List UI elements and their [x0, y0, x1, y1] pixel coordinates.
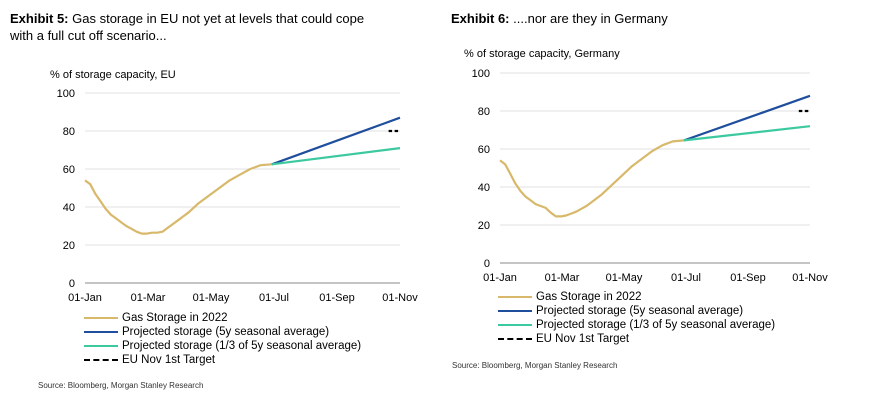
y-tick-label: 40 [63, 202, 75, 214]
x-tick-label: 01-Jan [68, 292, 102, 304]
legend-item-target: EU Nov 1st Target [84, 353, 361, 367]
series-line [499, 139, 685, 218]
exhibit-label: Exhibit 5: [10, 11, 69, 26]
x-tick-label: 01-Sep [730, 272, 765, 284]
legend-swatch [498, 310, 532, 312]
y-tick-label: 40 [478, 182, 490, 194]
source-note: Source: Bloomberg, Morgan Stanley Resear… [38, 381, 204, 390]
legend-swatch [498, 324, 532, 326]
legend-label: EU Nov 1st Target [122, 354, 216, 366]
legend-item-gas-storage: Gas Storage in 2022 [498, 290, 775, 304]
legend-label: EU Nov 1st Target [536, 333, 630, 345]
title-text: Gas storage in EU not yet at levels that… [10, 11, 365, 43]
y-tick-label: 0 [484, 258, 490, 270]
source-note: Source: Bloomberg, Morgan Stanley Resear… [452, 361, 618, 370]
legend-item-projected-third: Projected storage (1/3 of 5y seasonal av… [84, 339, 361, 353]
legend-label: Projected storage (1/3 of 5y seasonal av… [122, 340, 362, 352]
legend-swatch [498, 296, 532, 298]
legend-item-projected-5y: Projected storage (5y seasonal average) [498, 304, 775, 318]
line-chart: 0 20 40 60 80 100 01-Jan 01-Mar 01-May 01-Jul 01-S… [472, 68, 829, 284]
series-line [84, 163, 272, 235]
legend-label: Gas Storage in 2022 [122, 312, 228, 324]
series-line [271, 147, 401, 166]
x-tick-label: 01-May [193, 292, 230, 304]
legend-item-projected-5y: Projected storage (5y seasonal average) [84, 325, 361, 339]
x-tick-label: 01-Nov [792, 272, 828, 284]
legend-swatch [84, 317, 118, 319]
y-tick-label: 100 [472, 68, 490, 80]
title-text: ....nor are they in Germany [513, 11, 668, 26]
series-line [683, 94, 811, 142]
legend: Gas Storage in 2022 Projected storage (5… [84, 311, 361, 367]
x-tick-label: 01-Jul [259, 292, 289, 304]
exhibit-label: Exhibit 6: [451, 11, 510, 26]
chart-title: Exhibit 5: Gas storage in EU not yet at … [10, 10, 370, 44]
legend-item-projected-third: Projected storage (1/3 of 5y seasonal av… [498, 318, 775, 332]
legend-label: Projected storage (5y seasonal average) [536, 305, 744, 317]
series-line [683, 125, 811, 142]
y-tick-label: 80 [63, 126, 75, 138]
exhibit-6: Exhibit 6: ....nor are they in Germany %… [445, 0, 869, 404]
x-tick-label: 01-Sep [319, 292, 354, 304]
legend-item-target: EU Nov 1st Target [498, 332, 775, 346]
legend-swatch [84, 331, 118, 333]
series-line [271, 116, 401, 166]
x-tick-label: 01-Mar [545, 272, 580, 284]
y-tick-label: 20 [63, 240, 75, 252]
legend-label: Projected storage (1/3 of 5y seasonal av… [536, 319, 776, 331]
x-tick-label: 01-May [606, 272, 643, 284]
x-tick-label: 01-Nov [382, 292, 418, 304]
y-tick-label: 100 [57, 88, 75, 100]
y-tick-label: 60 [478, 144, 490, 156]
legend-label: Projected storage (5y seasonal average) [122, 326, 330, 338]
legend-swatch [498, 338, 532, 340]
y-tick-label: 0 [69, 278, 75, 290]
exhibit-5: Exhibit 5: Gas storage in EU not yet at … [0, 0, 430, 404]
legend-item-gas-storage: Gas Storage in 2022 [84, 311, 361, 325]
chart-title: Exhibit 6: ....nor are they in Germany [451, 10, 831, 27]
x-tick-label: 01-Mar [131, 292, 166, 304]
line-chart: 0 20 40 60 80 100 01-Jan 01-Mar 01-May 01-Jul 01-S… [57, 88, 419, 304]
y-axis-label: % of storage capacity, EU [50, 69, 176, 81]
y-tick-label: 80 [478, 106, 490, 118]
legend-label: Gas Storage in 2022 [536, 291, 642, 303]
y-tick-label: 60 [63, 164, 75, 176]
y-tick-label: 20 [478, 220, 490, 232]
legend: Gas Storage in 2022 Projected storage (5… [498, 290, 775, 346]
legend-swatch [84, 359, 118, 361]
x-tick-label: 01-Jan [483, 272, 517, 284]
y-axis-label: % of storage capacity, Germany [464, 48, 620, 60]
x-tick-label: 01-Jul [671, 272, 701, 284]
legend-swatch [84, 345, 118, 347]
